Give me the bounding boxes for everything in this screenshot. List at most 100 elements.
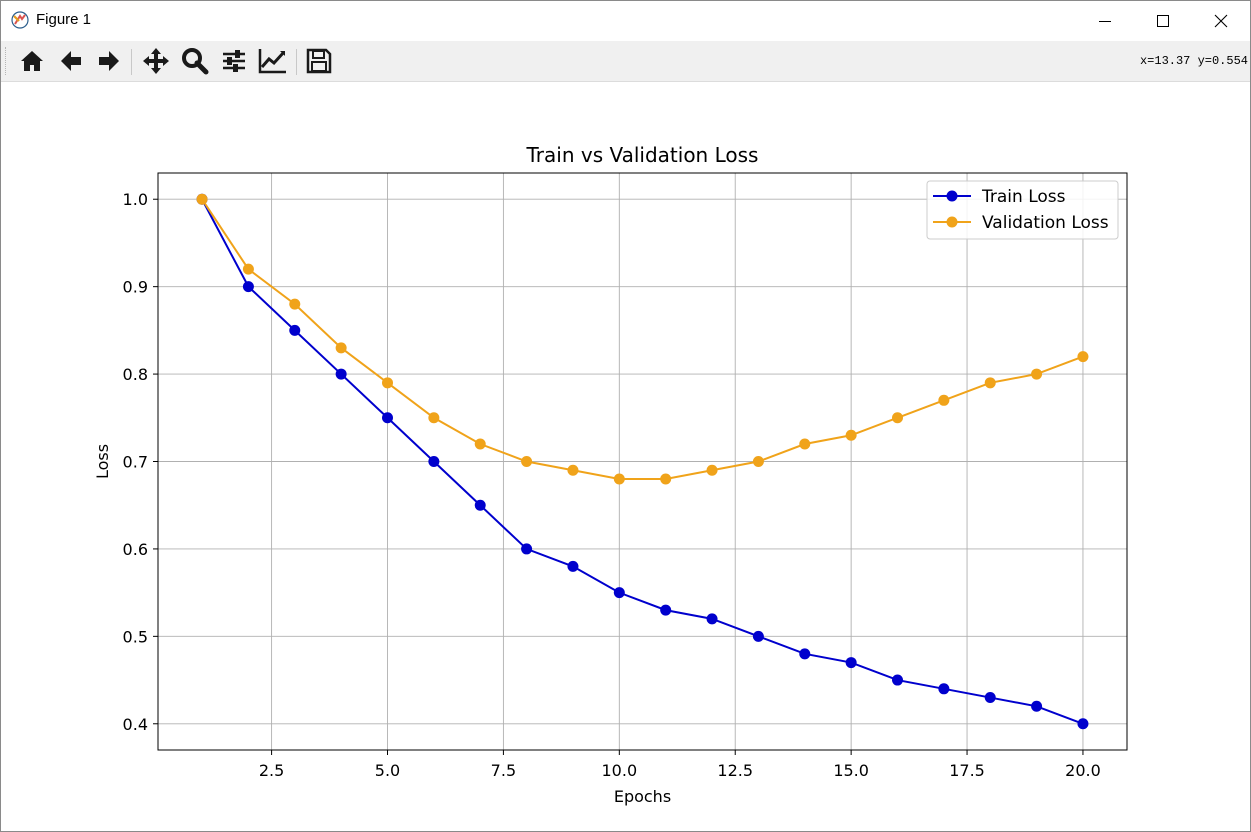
legend-box xyxy=(926,180,1119,240)
data-point xyxy=(1031,368,1043,380)
data-point xyxy=(613,587,625,599)
chart-title: Train vs Validation Loss xyxy=(526,143,759,167)
data-point xyxy=(289,298,301,310)
data-point xyxy=(613,473,625,485)
axis-ticks: 2.5 5.0 7.5 10.0 12.5 15.0 17.5 20.0 0.4 0.5 0.6 0.… xyxy=(123,190,1101,780)
y-tick-label: 0.8 xyxy=(123,365,148,384)
legend-label: Validation Loss xyxy=(982,213,1109,233)
forward-button[interactable] xyxy=(93,45,125,77)
data-point xyxy=(567,464,579,476)
plot-series xyxy=(196,193,1089,730)
matplotlib-app-icon xyxy=(11,11,29,29)
zoom-button[interactable] xyxy=(179,45,211,77)
configure-subplots-icon xyxy=(223,50,245,72)
x-tick-label: 7.5 xyxy=(491,761,516,780)
y-tick-label: 0.5 xyxy=(123,627,148,646)
data-point xyxy=(660,604,672,616)
data-point xyxy=(752,630,764,642)
data-point xyxy=(845,657,857,669)
data-point xyxy=(382,377,393,389)
data-point xyxy=(938,683,950,695)
x-tick-label: 12.5 xyxy=(717,761,753,780)
y-tick-label: 0.9 xyxy=(123,278,148,297)
data-point xyxy=(567,560,579,572)
data-point xyxy=(428,412,440,424)
data-point xyxy=(289,324,301,336)
y-tick-label: 1.0 xyxy=(123,190,148,209)
cursor-coordinates: x=13.37 y=0.554 xyxy=(1139,54,1248,68)
figure-canvas[interactable]: 2.5 5.0 7.5 10.0 12.5 15.0 17.5 20.0 0.4 0.5 0.6 0.… xyxy=(1,82,1250,831)
data-point xyxy=(845,429,857,441)
x-tick-label: 5.0 xyxy=(375,761,400,780)
forward-arrow-icon xyxy=(99,51,119,71)
close-button[interactable] xyxy=(1192,1,1250,41)
data-point xyxy=(799,648,811,660)
data-point xyxy=(984,692,996,704)
maximize-icon xyxy=(1157,15,1169,27)
data-point xyxy=(706,464,718,476)
title-bar[interactable]: Figure 1 xyxy=(1,1,1250,41)
window-title: Figure 1 xyxy=(36,11,92,28)
data-point xyxy=(196,193,208,205)
navigation-toolbar: x=13.37 y=0.554 xyxy=(1,41,1250,82)
y-tick-label: 0.7 xyxy=(123,453,148,472)
x-tick-label: 10.0 xyxy=(602,761,638,780)
pan-icon xyxy=(143,48,169,74)
save-button[interactable] xyxy=(303,45,335,77)
data-point xyxy=(1031,700,1043,712)
minimize-button[interactable] xyxy=(1076,1,1134,41)
zoom-icon xyxy=(182,48,209,75)
data-point xyxy=(892,412,903,424)
grid xyxy=(158,173,1127,750)
home-button[interactable] xyxy=(16,45,48,77)
data-point xyxy=(474,499,486,511)
data-point xyxy=(474,438,486,450)
pan-button[interactable] xyxy=(140,45,172,77)
edit-axis-icon xyxy=(258,49,286,74)
save-icon xyxy=(306,48,332,74)
data-point xyxy=(1077,718,1089,730)
legend-label: Train Loss xyxy=(981,187,1066,207)
data-point xyxy=(242,263,254,275)
data-point xyxy=(382,412,393,424)
x-tick-label: 17.5 xyxy=(949,761,985,780)
data-point xyxy=(752,456,764,467)
x-tick-label: 15.0 xyxy=(833,761,869,780)
x-tick-label: 2.5 xyxy=(259,761,284,780)
configure-subplots-button[interactable] xyxy=(218,45,250,77)
chart-svg[interactable]: 2.5 5.0 7.5 10.0 12.5 15.0 17.5 20.0 0.4 0.5 0.6 0.… xyxy=(1,82,1250,831)
data-point xyxy=(706,613,718,625)
edit-axis-button[interactable] xyxy=(257,45,289,77)
data-point xyxy=(335,342,347,354)
close-icon xyxy=(1214,14,1228,28)
series-line xyxy=(201,198,1084,480)
back-button[interactable] xyxy=(55,45,87,77)
data-point xyxy=(428,456,440,467)
data-point xyxy=(660,473,672,485)
legend-marker xyxy=(946,216,958,228)
data-point xyxy=(799,438,811,450)
toolbar-separator xyxy=(131,49,132,75)
legend-marker xyxy=(946,190,958,202)
data-point xyxy=(335,368,347,380)
data-point xyxy=(521,456,533,467)
data-point xyxy=(1077,351,1089,363)
x-tick-label: 20.0 xyxy=(1065,761,1101,780)
data-point xyxy=(984,377,996,389)
y-tick-label: 0.4 xyxy=(123,715,148,734)
minimize-icon xyxy=(1099,21,1111,22)
data-point xyxy=(521,543,533,555)
toolbar-separator xyxy=(296,49,297,75)
y-tick-label: 0.6 xyxy=(123,540,148,559)
back-arrow-icon xyxy=(61,51,81,71)
data-point xyxy=(938,394,950,406)
maximize-button[interactable] xyxy=(1134,1,1192,41)
home-icon xyxy=(21,51,43,71)
series-line xyxy=(201,198,1084,725)
data-point xyxy=(892,674,903,686)
toolbar-grip[interactable] xyxy=(5,47,9,75)
x-axis-label: Epochs xyxy=(614,787,671,806)
data-point xyxy=(242,281,254,293)
legend: Train Loss Validation Loss xyxy=(926,180,1119,240)
